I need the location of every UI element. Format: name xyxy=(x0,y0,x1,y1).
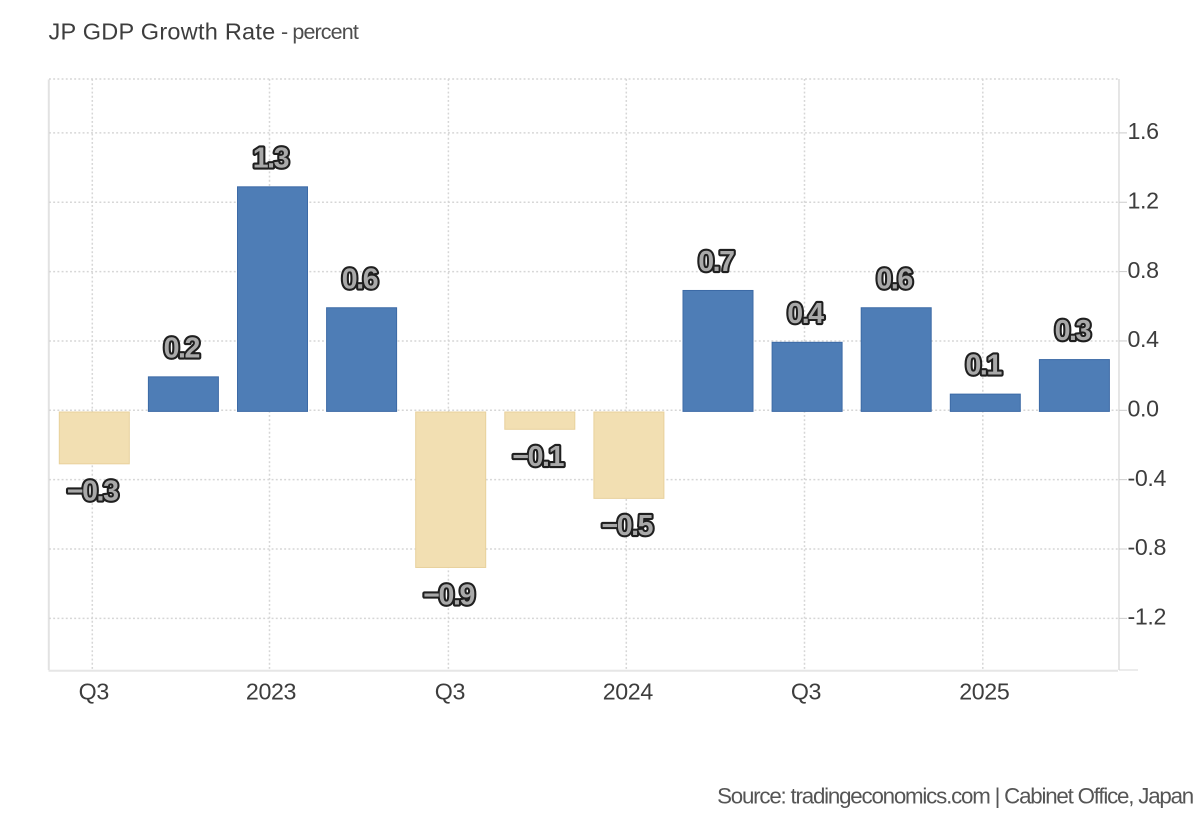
svg-text:0.7: 0.7 xyxy=(698,246,734,278)
svg-text:2025: 2025 xyxy=(959,678,1009,704)
svg-text:Q3: Q3 xyxy=(79,678,109,704)
svg-text:0.1: 0.1 xyxy=(965,350,1002,382)
svg-text:0.6: 0.6 xyxy=(876,263,912,295)
svg-text:0.3: 0.3 xyxy=(1055,315,1091,347)
svg-text:0.4: 0.4 xyxy=(787,298,824,330)
svg-text:0.8: 0.8 xyxy=(1128,257,1159,283)
svg-text:-1.2: -1.2 xyxy=(1128,604,1167,630)
svg-text:0.2: 0.2 xyxy=(164,332,200,364)
svg-text:0.0: 0.0 xyxy=(1128,396,1159,422)
svg-text:−0.3: −0.3 xyxy=(67,476,118,508)
svg-text:-0.4: -0.4 xyxy=(1128,465,1167,491)
svg-text:Source: tradingeconomics.com |: Source: tradingeconomics.com | Cabinet O… xyxy=(717,784,1193,809)
svg-text:Q3: Q3 xyxy=(435,678,465,704)
svg-text:2023: 2023 xyxy=(246,678,296,704)
svg-text:-0.8: -0.8 xyxy=(1128,534,1167,560)
svg-text:−0.5: −0.5 xyxy=(601,510,653,542)
svg-text:2024: 2024 xyxy=(603,678,654,704)
svg-text:0.4: 0.4 xyxy=(1128,326,1160,352)
svg-text:JP GDP Growth Rate: JP GDP Growth Rate xyxy=(49,19,276,45)
svg-text:−0.9: −0.9 xyxy=(423,579,474,611)
svg-text:- percent: - percent xyxy=(281,20,359,44)
svg-text:1.3: 1.3 xyxy=(253,142,289,174)
svg-text:1.6: 1.6 xyxy=(1128,118,1159,144)
svg-text:0.6: 0.6 xyxy=(342,263,378,295)
svg-text:1.2: 1.2 xyxy=(1128,187,1159,213)
svg-text:−0.1: −0.1 xyxy=(512,441,564,473)
svg-text:Q3: Q3 xyxy=(791,678,821,704)
